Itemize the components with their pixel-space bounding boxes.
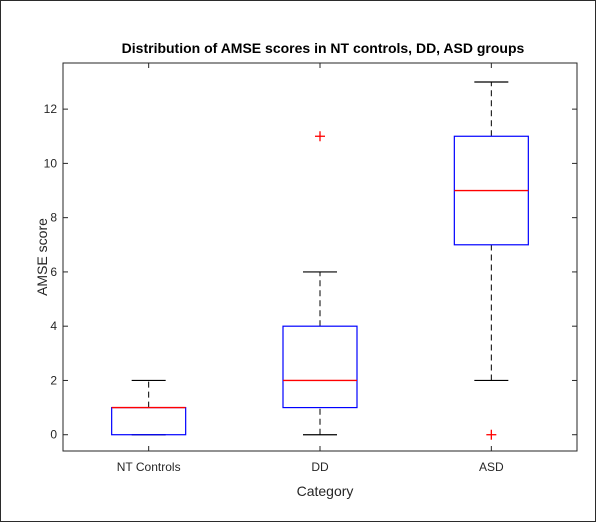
y-tick-label: 6	[50, 265, 57, 279]
chart-title: Distribution of AMSE scores in NT contro…	[122, 40, 525, 56]
outlier-marker	[486, 429, 497, 440]
x-tick-label: DD	[311, 460, 329, 474]
y-tick-label: 8	[50, 211, 57, 225]
iqr-box	[282, 325, 358, 409]
plot-area	[62, 62, 578, 452]
y-tick-label: 10	[44, 156, 58, 170]
x-tick-label: NT Controls	[117, 460, 181, 474]
y-tick-label: 12	[44, 102, 58, 116]
boxes-layer	[111, 81, 529, 440]
x-tick-label: ASD	[479, 460, 504, 474]
box-group	[453, 81, 529, 440]
box-group	[111, 379, 187, 436]
y-tick-label: 4	[50, 319, 57, 333]
x-axis: NT Controls DD ASD	[117, 63, 504, 474]
y-tick-label: 2	[50, 373, 57, 387]
box-group	[282, 131, 358, 436]
y-axis-label: AMSE score	[34, 218, 50, 296]
outlier-marker	[315, 131, 325, 142]
y-tick-label: 0	[50, 428, 57, 442]
x-axis-label: Category	[297, 483, 354, 499]
y-axis: 0 2 4 6 8 10 12	[44, 102, 577, 442]
